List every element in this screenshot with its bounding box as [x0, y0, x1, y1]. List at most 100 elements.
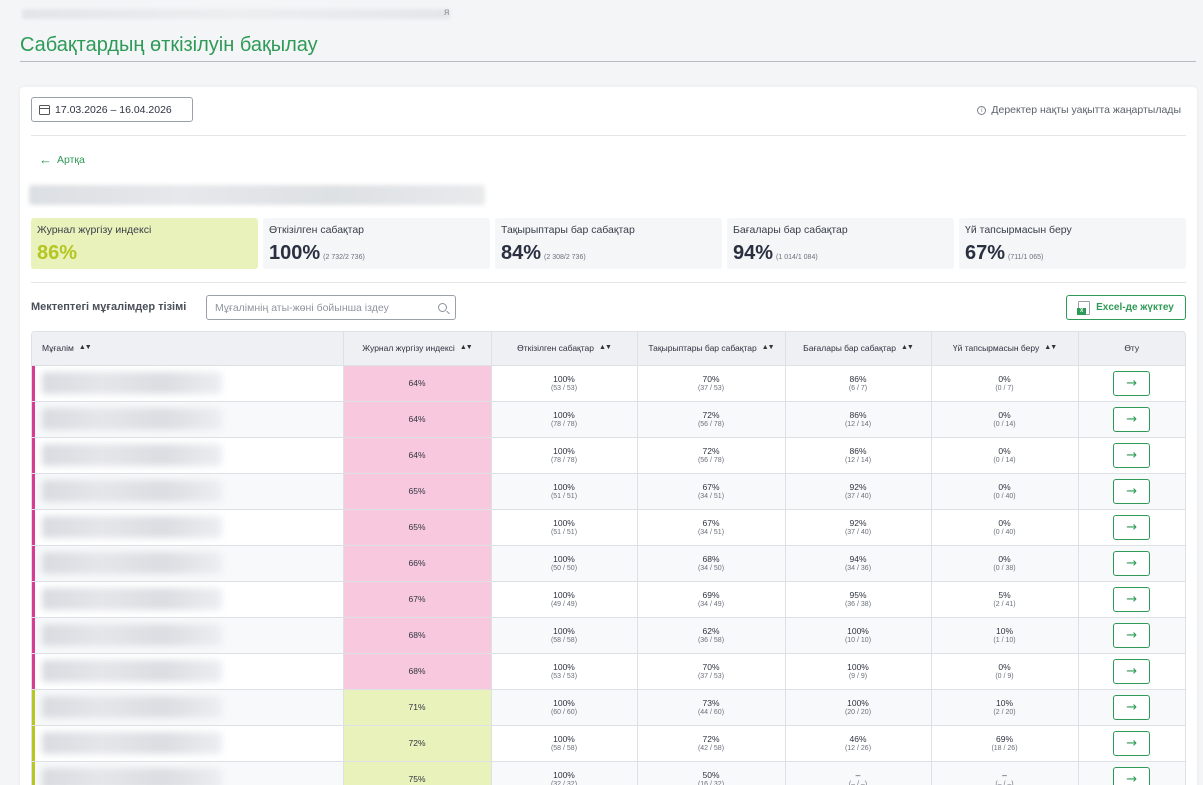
table-header-row: Мұғалім ▲▼ Журнал жүргізу индексі ▲▼ Өткізіл… — [32, 332, 1185, 366]
teacher-name — [42, 732, 222, 754]
column-header[interactable]: Мұғалім ▲▼ — [32, 332, 344, 366]
column-header[interactable]: Үй тапсырмасын беру ▲▼ — [931, 332, 1079, 366]
grades-cell: 86% (12 / 14) — [785, 401, 932, 438]
topics-cell: 50% (16 / 32) — [637, 761, 786, 785]
teacher-search-input[interactable] — [215, 301, 438, 314]
go-button[interactable]: → — [1113, 550, 1151, 576]
held-count: (51 / 51) — [550, 493, 578, 500]
go-button[interactable]: → — [1113, 586, 1151, 612]
held-percent: 100% — [553, 734, 575, 744]
table-row: 67% 100% (49 / 49) 69% (34 / 49) 95% (36 / 38)… — [32, 581, 1185, 618]
topics-percent: 67% — [702, 518, 720, 528]
held-count: (58 / 58) — [550, 745, 578, 752]
go-button[interactable]: → — [1113, 370, 1151, 396]
teacher-name — [42, 408, 222, 430]
stat-card: Өткізілген сабақтар 100% (2 732/2 736) — [263, 218, 490, 269]
held-count: (78 / 78) — [550, 457, 578, 464]
held-count: (60 / 60) — [550, 709, 578, 716]
topics-count: (44 / 60) — [697, 709, 725, 716]
column-header[interactable]: Бағалары бар сабақтар ▲▼ — [785, 332, 932, 366]
index-level-bar — [32, 545, 35, 581]
excel-export-button[interactable]: Excel-де жүктеу — [1066, 295, 1186, 320]
back-link[interactable]: ← Артқа — [39, 153, 85, 166]
teacher-name — [42, 768, 222, 785]
teacher-search[interactable] — [206, 295, 456, 320]
table-row: 68% 100% (58 / 58) 62% (36 / 58) 100% (10 / 10… — [32, 617, 1185, 654]
go-button[interactable]: → — [1113, 514, 1151, 540]
table-row: 64% 100% (78 / 78) 72% (56 / 78) 86% (12 / 14)… — [32, 401, 1185, 438]
sort-icon[interactable]: ▲▼ — [1044, 344, 1057, 352]
grades-percent: 86% — [849, 410, 867, 420]
grades-cell: 100% (20 / 20) — [785, 689, 932, 726]
topics-count: (56 / 78) — [697, 421, 725, 428]
info-icon: i — [977, 105, 987, 115]
journal-index-cell: 65% — [343, 473, 492, 510]
grades-count: (37 / 40) — [844, 493, 872, 500]
held-cell: 100% (60 / 60) — [491, 689, 638, 726]
homework-percent: – — [1002, 770, 1007, 780]
go-cell: → — [1078, 653, 1185, 690]
grades-cell: 100% (9 / 9) — [785, 653, 932, 690]
go-button[interactable]: → — [1113, 766, 1151, 785]
index-level-bar — [32, 437, 35, 473]
homework-cell: 10% (1 / 10) — [931, 617, 1079, 654]
column-header-label: Мұғалім — [42, 343, 74, 354]
go-button[interactable]: → — [1113, 442, 1151, 468]
table-row: 66% 100% (50 / 50) 68% (34 / 50) 94% (34 / 36)… — [32, 545, 1185, 582]
homework-count: (0 / 9) — [995, 673, 1014, 680]
homework-cell: – (– / –) — [931, 761, 1079, 785]
go-cell: → — [1078, 509, 1185, 546]
date-range-picker[interactable]: 17.03.2026 – 16.04.2026 — [31, 97, 193, 122]
grades-count: (34 / 36) — [844, 565, 872, 572]
journal-index-cell: 68% — [343, 653, 492, 690]
grades-count: (12 / 14) — [844, 457, 872, 464]
stat-label: Бағалары бар сабақтар — [733, 224, 848, 236]
go-button[interactable]: → — [1113, 730, 1151, 756]
breadcrumb — [22, 9, 450, 19]
stat-detail: (711/1 065) — [1008, 254, 1044, 261]
homework-count: (– / –) — [995, 781, 1014, 785]
grades-cell: 86% (12 / 14) — [785, 437, 932, 474]
go-cell: → — [1078, 437, 1185, 474]
topics-count: (37 / 53) — [697, 385, 725, 392]
column-header[interactable]: Өткізілген сабақтар ▲▼ — [491, 332, 638, 366]
grades-count: (– / –) — [848, 781, 868, 785]
homework-count: (0 / 7) — [995, 385, 1014, 392]
topics-percent: 70% — [702, 662, 720, 672]
sort-icon[interactable]: ▲▼ — [599, 344, 612, 352]
homework-percent: 0% — [998, 554, 1011, 564]
stat-value: 84% — [501, 242, 542, 264]
stat-value: 100% — [269, 242, 321, 264]
topics-count: (37 / 53) — [697, 673, 725, 680]
column-header-content: Мұғалім ▲▼ — [36, 343, 339, 353]
homework-count: (2 / 20) — [993, 709, 1016, 716]
column-header[interactable]: Тақырыптары бар сабақтар ▲▼ — [637, 332, 786, 366]
teacher-cell — [32, 545, 344, 582]
sort-icon[interactable]: ▲▼ — [761, 344, 775, 352]
grades-count: (36 / 38) — [844, 601, 872, 608]
go-button[interactable]: → — [1113, 658, 1151, 684]
sort-icon[interactable]: ▲▼ — [459, 344, 473, 352]
teacher-cell — [32, 365, 344, 402]
date-range-value: 17.03.2026 – 16.04.2026 — [55, 103, 172, 116]
held-percent: 100% — [553, 482, 575, 492]
topics-cell: 67% (34 / 51) — [637, 509, 786, 546]
table-row: 68% 100% (53 / 53) 70% (37 / 53) 100% (9 / 9) 0… — [32, 653, 1185, 690]
column-header[interactable]: Журнал жүргізу индексі ▲▼ — [343, 332, 492, 366]
sort-icon[interactable]: ▲▼ — [78, 344, 92, 352]
go-button[interactable]: → — [1113, 478, 1151, 504]
column-header-content: Өткізілген сабақтар ▲▼ — [496, 343, 633, 353]
go-button[interactable]: → — [1113, 406, 1151, 432]
sort-icon[interactable]: ▲▼ — [901, 344, 914, 352]
go-button[interactable]: → — [1113, 694, 1151, 720]
held-count: (53 / 53) — [550, 673, 578, 680]
held-percent: 100% — [553, 374, 575, 384]
go-cell: → — [1078, 545, 1185, 582]
homework-percent: 0% — [998, 482, 1011, 492]
homework-cell: 69% (18 / 26) — [931, 725, 1079, 762]
search-icon[interactable] — [438, 303, 447, 312]
go-button[interactable]: → — [1113, 622, 1151, 648]
held-count: (49 / 49) — [550, 601, 578, 608]
grades-cell: 92% (37 / 40) — [785, 473, 932, 510]
teacher-name — [42, 624, 222, 646]
